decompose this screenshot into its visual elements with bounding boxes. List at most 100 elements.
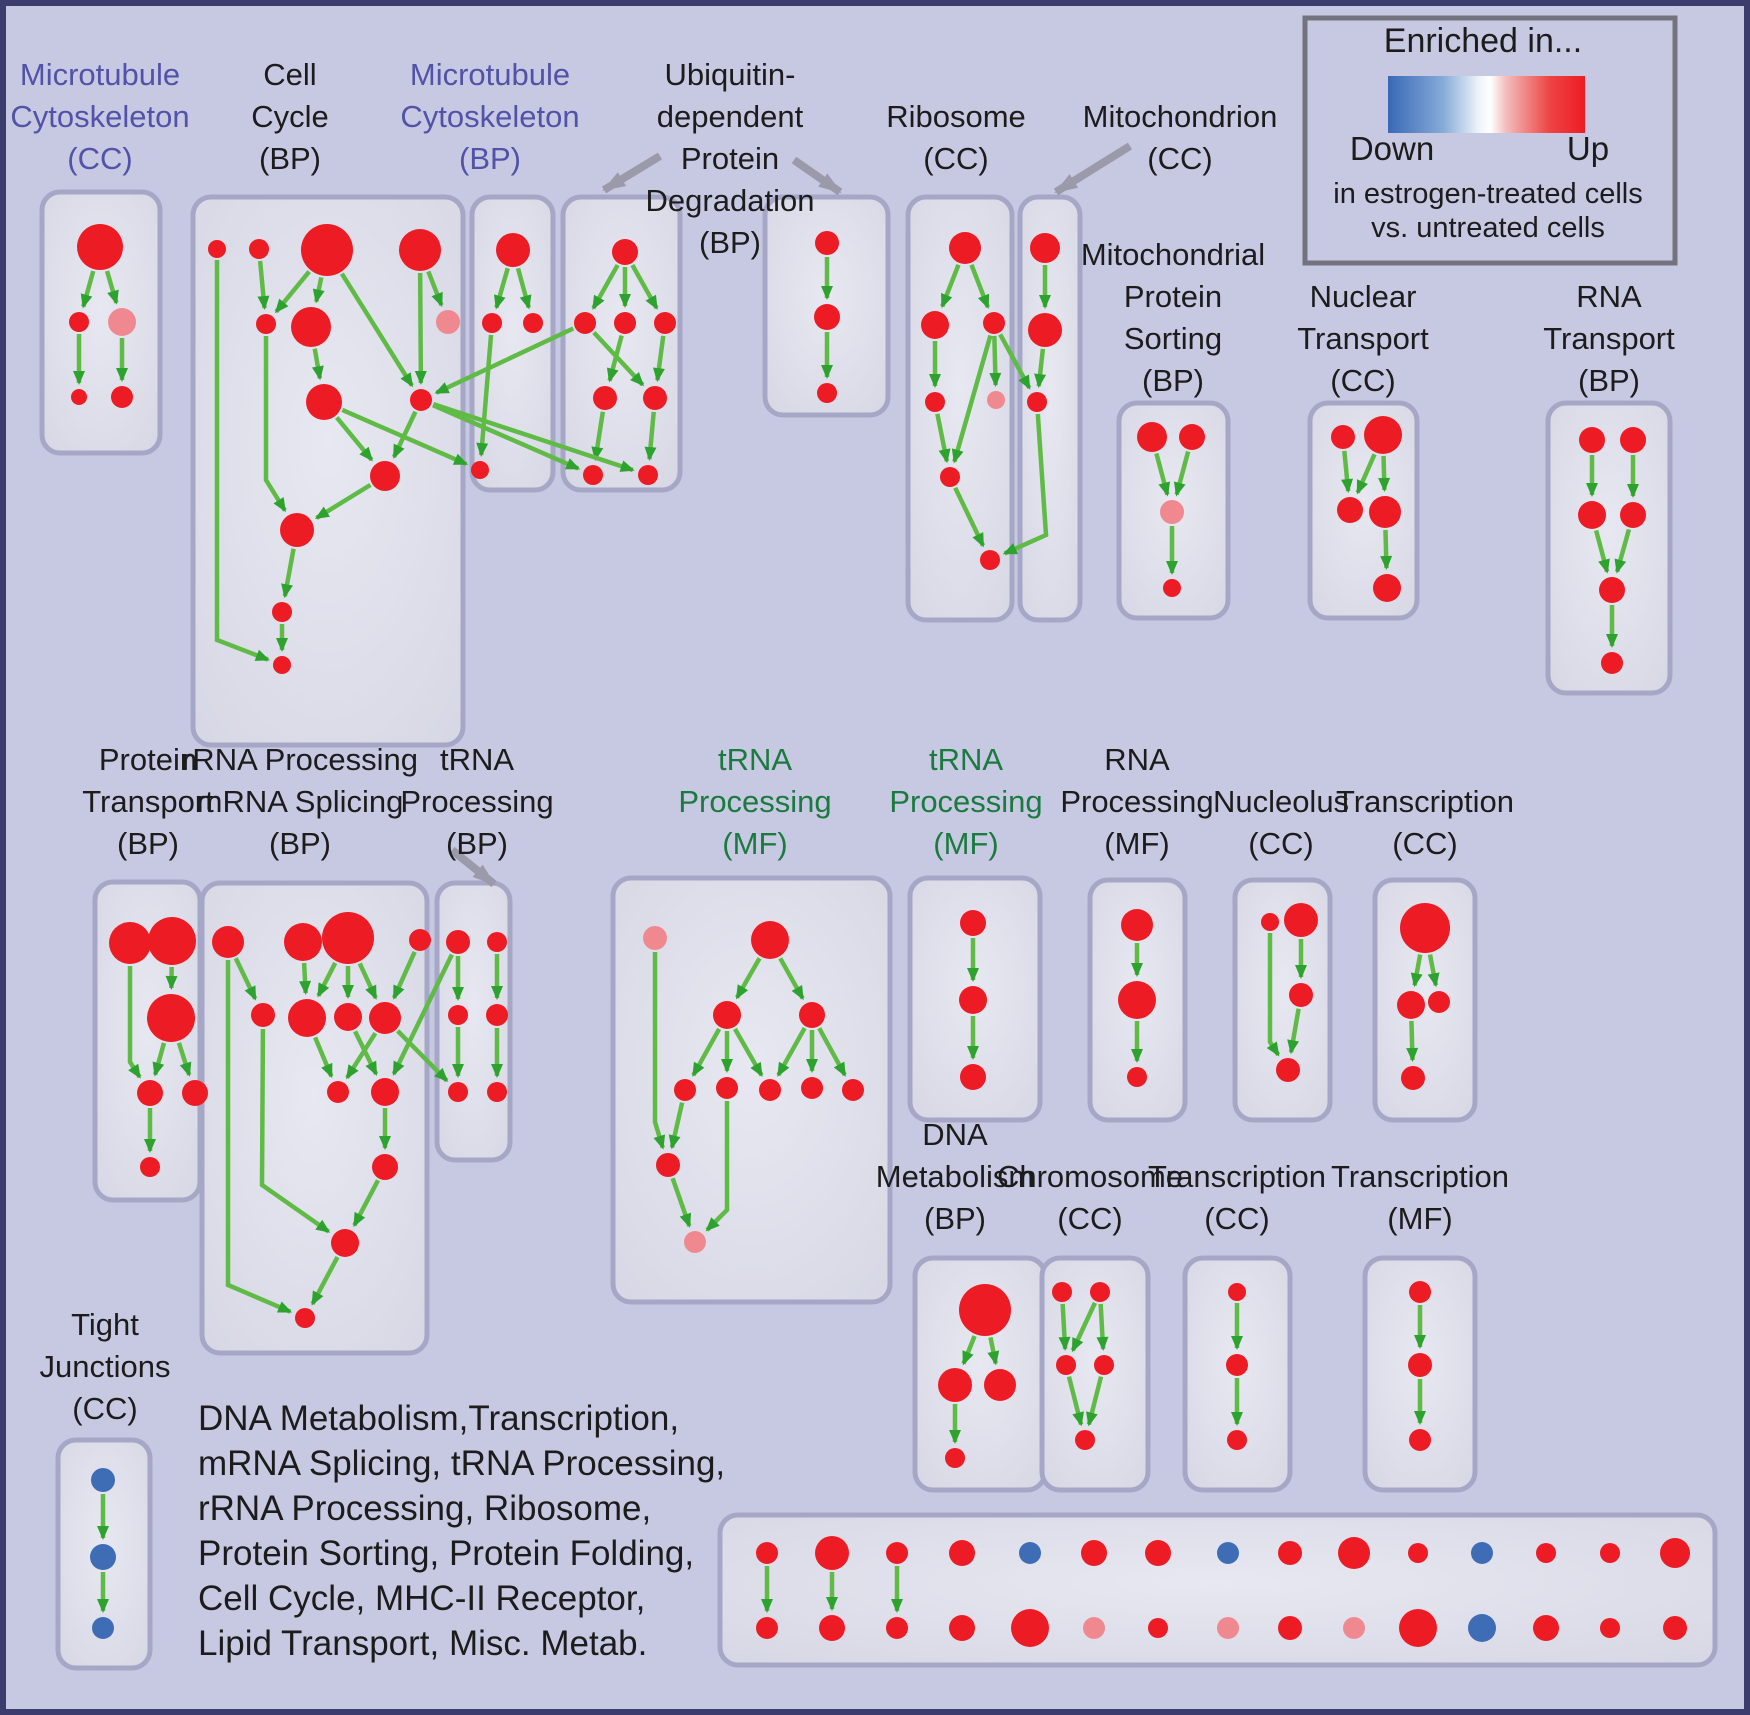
label-rna-transport-bp: RNA: [1576, 279, 1642, 314]
pointer-to-ubiquitin-box-b: [791, 156, 843, 196]
go-term-node: [1163, 579, 1181, 597]
go-term-node: [751, 921, 789, 959]
edge-arrow: [391, 950, 417, 1000]
edge-arrow: [1070, 1301, 1097, 1353]
edge-arrow: [1086, 1376, 1104, 1427]
group-box-nucleolus-cc: [1232, 877, 1333, 1123]
label-nuclear-transport-cc: Transport: [1297, 321, 1429, 356]
edge-arrow: [314, 482, 372, 520]
edge-arrow: [493, 267, 510, 310]
go-term-node: [1337, 497, 1363, 523]
go-term-node: [1226, 1354, 1248, 1376]
edge-arrow: [606, 334, 624, 383]
edge-arrow: [357, 962, 378, 1000]
go-term-node: [272, 602, 292, 622]
label-rrna-processing-mrna-splicing-bp: rRNA Processing: [182, 742, 418, 777]
edge-arrow: [591, 263, 620, 310]
label-tight-junctions-cc: Tight: [71, 1307, 139, 1342]
edge-arrow: [653, 335, 666, 383]
edge-arrow: [969, 263, 990, 310]
go-term-node: [940, 467, 960, 487]
go-term-node: [959, 1284, 1011, 1336]
edge-arrow: [961, 1335, 977, 1366]
go-term-node: [1408, 1543, 1428, 1563]
go-term-node: [1056, 1355, 1076, 1375]
label-microtubule-cytoskeleton-bp: Cytoskeleton: [400, 99, 579, 134]
label-rrna-processing-mrna-splicing-bp: mRNA Splicing: [197, 784, 404, 819]
go-term-node: [448, 1082, 468, 1102]
label-protein-transport-bp: Transport: [82, 784, 214, 819]
label-tight-junctions-cc: (CC): [72, 1391, 137, 1426]
edge-arrow: [233, 957, 258, 1001]
go-term-node: [471, 461, 489, 479]
go-term-node: [436, 310, 460, 334]
go-term-node: [801, 1077, 823, 1099]
label-mitochondrial-protein-sorting-bp: Mitochondrial: [1081, 237, 1265, 272]
pointer-to-ubiquitin-box-a: [601, 152, 663, 194]
label-chromosome-cc: (CC): [1057, 1201, 1122, 1236]
go-term-node: [684, 1231, 706, 1253]
go-term-node: [448, 1005, 468, 1025]
label-mitochondrial-protein-sorting-bp: (BP): [1142, 363, 1204, 398]
go-term-node: [817, 383, 837, 403]
go-term-node: [182, 1080, 208, 1106]
edge-arrow: [691, 1027, 722, 1077]
go-term-node: [1397, 991, 1425, 1019]
edge-arrow: [644, 411, 657, 462]
edge-arrow: [80, 270, 96, 309]
go-term-node: [842, 1079, 864, 1101]
label-rna-transport-bp: Transport: [1543, 321, 1675, 356]
go-term-node: [1620, 502, 1646, 528]
edge-arrow: [987, 1337, 1000, 1366]
label-rna-transport-bp: (BP): [1578, 363, 1640, 398]
go-term-node: [799, 1002, 825, 1028]
label-dna-metabolism-bp: DNA: [922, 1117, 988, 1152]
group-box-mitochondrion-cc: [1017, 194, 1083, 623]
go-term-node: [1137, 422, 1167, 452]
go-term-node: [1536, 1543, 1556, 1563]
edge-arrow: [152, 1042, 167, 1077]
edge-arrow: [1341, 450, 1354, 494]
legend-down-label: Down: [1350, 130, 1434, 167]
label-nuclear-transport-cc: Nuclear: [1310, 279, 1417, 314]
pointer-to-trna-bp-box: [449, 846, 497, 888]
go-term-node: [1276, 1058, 1300, 1082]
go-term-node: [1409, 1429, 1431, 1451]
go-term-node: [148, 917, 196, 965]
merged-terms-text: rRNA Processing, Ribosome,: [198, 1489, 651, 1528]
go-term-node: [306, 384, 342, 420]
go-term-node: [1343, 1617, 1365, 1639]
edge-arrow: [1614, 528, 1632, 574]
edge-arrow: [953, 486, 986, 548]
merged-terms-text: DNA Metabolism,Transcription,: [198, 1399, 679, 1438]
go-term-node: [249, 239, 269, 259]
edge-arrow: [176, 1042, 192, 1077]
go-term-node: [487, 1082, 507, 1102]
edge-arrow: [668, 1102, 685, 1150]
go-term-node: [945, 1448, 965, 1468]
go-term-node: [1160, 500, 1184, 524]
legend-box: [1302, 15, 1678, 266]
go-term-node: [1030, 233, 1060, 263]
edge-arrow: [515, 267, 532, 310]
label-transcription-cc-row2: Transcription: [1336, 784, 1514, 819]
label-chromosome-cc: Chromosome: [997, 1159, 1183, 1194]
label-protein-transport-bp: Protein: [99, 742, 197, 777]
edge-arrow: [1034, 348, 1047, 389]
go-term-node: [949, 1615, 975, 1641]
group-box-rrna-processing-mrna-splicing-bp: [199, 880, 430, 1356]
go-term-node: [1400, 903, 1450, 953]
go-term-node: [643, 386, 667, 410]
edge-arrow: [592, 330, 645, 387]
go-term-node: [208, 240, 226, 258]
go-term-node: [614, 312, 636, 334]
edge-arrow: [670, 1177, 692, 1228]
go-term-node: [90, 1544, 116, 1570]
go-term-node: [1278, 1541, 1302, 1565]
go-term-node: [369, 1002, 401, 1034]
go-term-node: [1373, 574, 1401, 602]
group-box-microtubule-cytoskeleton-bp: [469, 194, 556, 493]
go-term-node: [1118, 981, 1156, 1019]
